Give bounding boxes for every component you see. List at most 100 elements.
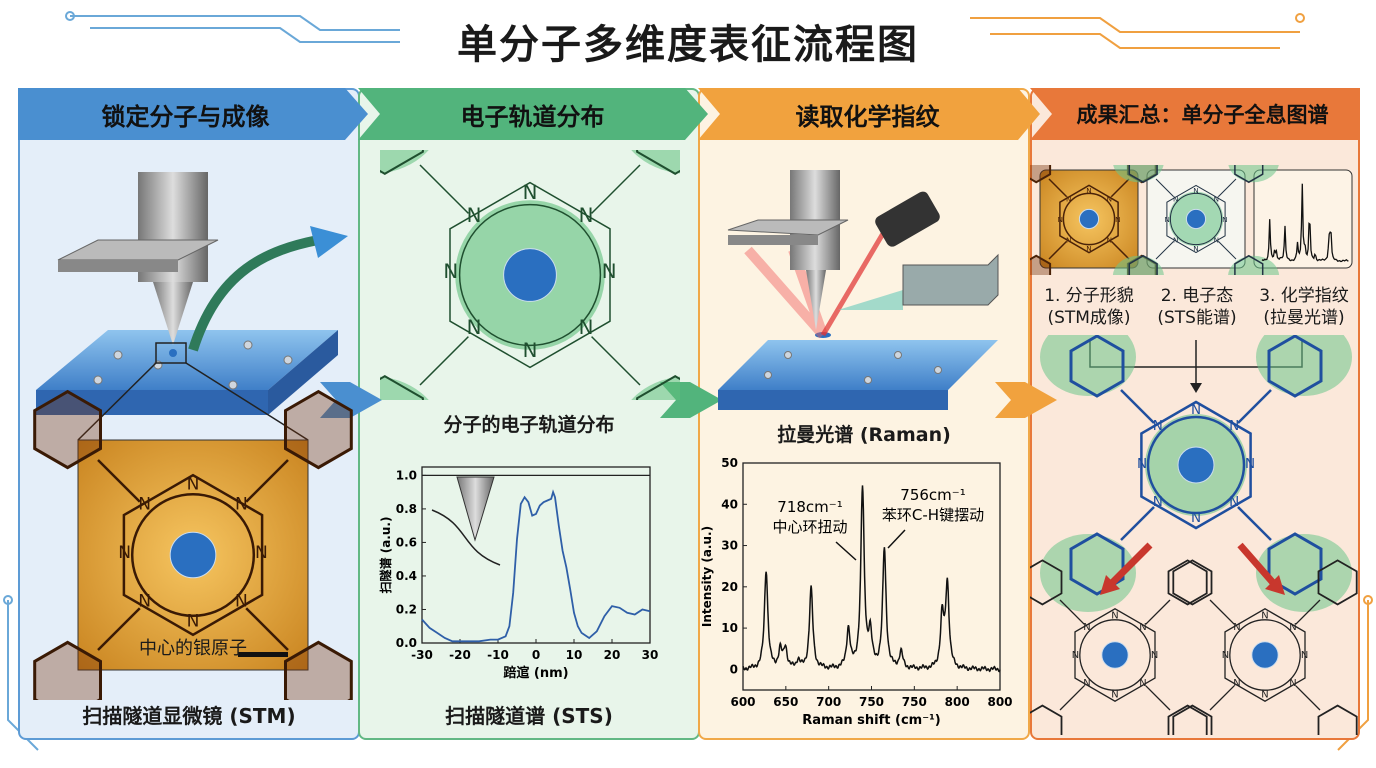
inner-ring <box>1169 192 1223 246</box>
x-tick-label: 20 <box>604 648 621 662</box>
x-tick-label: 750 <box>902 695 927 709</box>
y-tick-label: 0.8 <box>396 502 417 516</box>
bond <box>1110 240 1130 260</box>
header-summary: 成果汇总：单分子全息图谱 <box>1076 103 1329 127</box>
header-sts: 电子轨道分布 <box>460 102 605 131</box>
bond <box>1237 389 1272 424</box>
nitrogen-atom: N <box>1151 650 1158 661</box>
bond <box>1145 599 1171 625</box>
summary-item-1: 1. 分子形貌 (STM成像) <box>1035 285 1143 329</box>
nitrogen-atom: N <box>579 204 594 227</box>
center-atom <box>1177 446 1215 484</box>
nitrogen-atom: N <box>1261 610 1268 621</box>
nitrogen-atom: N <box>467 316 482 339</box>
sts-tip-icon <box>456 476 495 542</box>
x-tick-label: 800 <box>987 695 1012 709</box>
benzene-ring <box>33 389 102 470</box>
benzene-ring <box>1267 532 1323 596</box>
nitrogen-atom: N <box>1072 650 1079 661</box>
x-tick-label: 10 <box>566 648 583 662</box>
bond <box>591 164 641 214</box>
bond <box>1237 506 1272 541</box>
benzene-ring <box>1317 559 1358 606</box>
panel-raman <box>698 88 1030 740</box>
x-tick-label: -10 <box>487 648 509 662</box>
macrocycle-ring <box>1166 184 1226 254</box>
center-atom <box>1078 208 1100 230</box>
center-atom <box>503 248 557 302</box>
sts-line <box>421 489 651 643</box>
nitrogen-atom: N <box>1191 510 1201 526</box>
annotation-arrow-718 <box>835 541 857 561</box>
orbital-lobe <box>1040 335 1136 396</box>
nitrogen-atom: N <box>1083 622 1090 633</box>
header-bg-3 <box>698 88 1040 140</box>
benzene-ring <box>636 150 680 175</box>
orbital-lobe <box>1256 335 1352 396</box>
benzene-ring <box>1069 335 1125 398</box>
nitrogen-atom: N <box>579 316 594 339</box>
y-tick-label: 0.0 <box>396 636 417 650</box>
nitrogen-atom: N <box>1137 456 1147 472</box>
bond <box>1209 599 1235 625</box>
bond <box>1048 240 1068 260</box>
macrocycle-ring <box>1059 184 1119 254</box>
inner-ring <box>458 203 602 347</box>
inner-ring <box>1079 619 1151 691</box>
nitrogen-atom: N <box>1261 690 1268 701</box>
benzene-ring <box>1030 165 1052 184</box>
benzene-ring <box>636 375 680 400</box>
nitrogen-atom: N <box>1173 195 1178 204</box>
y-tick-label: 1.0 <box>396 468 417 482</box>
raman-thumb-line <box>1261 183 1349 263</box>
nitrogen-atom: N <box>467 204 482 227</box>
nitrogen-atom: N <box>1107 195 1112 204</box>
nitrogen-atom: N <box>1191 402 1201 418</box>
nitrogen-atom: N <box>1214 235 1219 244</box>
header-chevrons <box>18 88 1360 140</box>
raman-chart: 600 650 700 750 750 800 800 0 10 20 30 40 50 Raman sh… <box>700 456 1013 728</box>
bond <box>419 336 469 386</box>
nitrogen-atom: N <box>1066 195 1071 204</box>
inner-ring <box>1062 192 1116 246</box>
nitrogen-atom: N <box>1111 690 1118 701</box>
center-atom <box>1101 641 1129 669</box>
inset-label: 中心的银原子 <box>139 638 247 659</box>
nitrogen-atom: N <box>1222 215 1227 224</box>
x-tick-label: 600 <box>730 695 755 709</box>
summary-item-3: 3. 化学指纹 (拉曼光谱) <box>1250 285 1358 329</box>
center-atom <box>1251 641 1279 669</box>
x-tick-label: 750 <box>859 695 884 709</box>
benzene-ring <box>1069 532 1125 596</box>
bond <box>1048 178 1068 198</box>
benzene-ring <box>380 150 424 175</box>
x-tick-label: 700 <box>816 695 841 709</box>
bond <box>419 164 469 214</box>
benzene-ring <box>1267 335 1323 398</box>
nitrogen-atom: N <box>523 339 538 362</box>
y-tick-label: 0 <box>730 662 738 676</box>
raman-illustration <box>718 170 999 410</box>
nitrogen-atom: N <box>1301 650 1308 661</box>
nitrogen-atom: N <box>1245 456 1255 472</box>
nitrogen-atom: N <box>1289 622 1296 633</box>
red-arrow-left <box>1107 542 1153 588</box>
raman-line <box>742 485 1001 673</box>
x-tick-label: 650 <box>773 695 798 709</box>
header-bg-1 <box>18 88 368 140</box>
nitrogen-atom: N <box>1139 678 1146 689</box>
summary-molecules: N N N N N N N N N N N N N N N N N N N N N N N N <box>1030 335 1358 735</box>
bond <box>1145 685 1171 711</box>
x-axis-label: 踣逭 (nm) <box>503 665 568 681</box>
nitrogen-atom: N <box>1086 244 1091 253</box>
nitrogen-atom: N <box>235 495 248 515</box>
nitrogen-atom: N <box>1083 678 1090 689</box>
y-tick-label: 0.2 <box>396 602 417 616</box>
nitrogen-atom: N <box>1229 494 1239 510</box>
stm-illustration: N N N N N N N N <box>33 172 353 700</box>
bond <box>1110 178 1130 198</box>
bond <box>1059 599 1085 625</box>
benzene-ring <box>1030 559 1063 606</box>
nitrogen-atom: N <box>1066 235 1071 244</box>
bond <box>1218 241 1237 260</box>
